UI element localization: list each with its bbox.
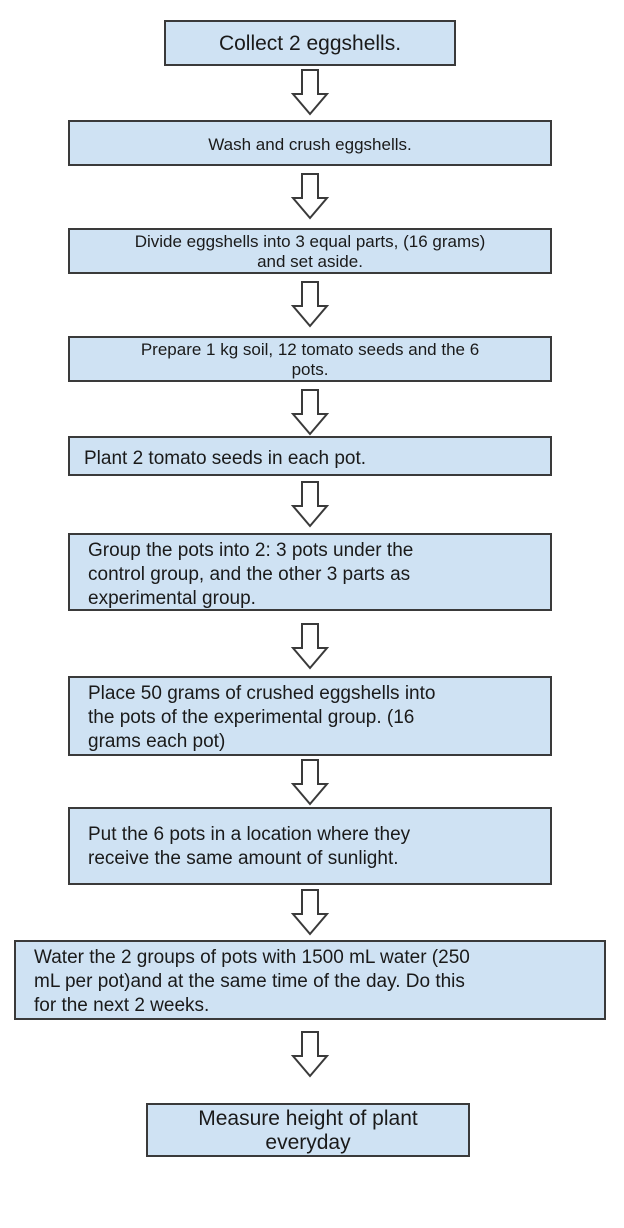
step-sunlight-location: Put the 6 pots in a location where they … [68, 807, 552, 885]
down-arrow-icon [290, 280, 330, 328]
down-arrow-icon [290, 622, 330, 670]
step-divide-eggshells: Divide eggshells into 3 equal parts, (16… [68, 228, 552, 274]
step-collect-eggshells: Collect 2 eggshells. [164, 20, 456, 66]
step-water-pots: Water the 2 groups of pots with 1500 mL … [14, 940, 606, 1020]
down-arrow-icon [290, 172, 330, 220]
step-group-pots: Group the pots into 2: 3 pots under the … [68, 533, 552, 611]
step-plant-seeds: Plant 2 tomato seeds in each pot. [68, 436, 552, 476]
down-arrow-icon [290, 758, 330, 806]
step-prepare-materials: Prepare 1 kg soil, 12 tomato seeds and t… [68, 336, 552, 382]
step-measure-height: Measure height of plant everyday [146, 1103, 470, 1157]
down-arrow-icon [290, 480, 330, 528]
down-arrow-icon [290, 888, 330, 936]
down-arrow-icon [290, 68, 330, 116]
step-wash-crush: Wash and crush eggshells. [68, 120, 552, 166]
step-place-eggshells: Place 50 grams of crushed eggshells into… [68, 676, 552, 756]
down-arrow-icon [290, 388, 330, 436]
down-arrow-icon [290, 1030, 330, 1078]
